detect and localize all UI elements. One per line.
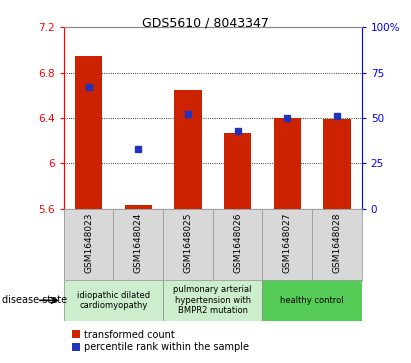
- Legend: transformed count, percentile rank within the sample: transformed count, percentile rank withi…: [69, 326, 253, 356]
- Text: disease state: disease state: [2, 295, 67, 305]
- Bar: [163, 280, 262, 321]
- Bar: [125, 205, 152, 209]
- Text: idiopathic dilated
cardiomyopathy: idiopathic dilated cardiomyopathy: [77, 291, 150, 310]
- Text: GSM1648024: GSM1648024: [134, 212, 143, 273]
- Text: GSM1648026: GSM1648026: [233, 212, 242, 273]
- Bar: [323, 119, 351, 209]
- Bar: [224, 133, 251, 209]
- Text: healthy control: healthy control: [280, 296, 344, 305]
- Text: GSM1648025: GSM1648025: [183, 212, 192, 273]
- Text: GDS5610 / 8043347: GDS5610 / 8043347: [142, 16, 269, 29]
- Bar: [75, 56, 102, 209]
- Bar: [174, 90, 201, 209]
- Text: GSM1648028: GSM1648028: [332, 212, 342, 273]
- Text: pulmonary arterial
hypertension with
BMPR2 mutation: pulmonary arterial hypertension with BMP…: [173, 285, 252, 315]
- Bar: [274, 118, 301, 209]
- Bar: [262, 280, 362, 321]
- Text: GSM1648027: GSM1648027: [283, 212, 292, 273]
- Text: GSM1648023: GSM1648023: [84, 212, 93, 273]
- Bar: [64, 280, 163, 321]
